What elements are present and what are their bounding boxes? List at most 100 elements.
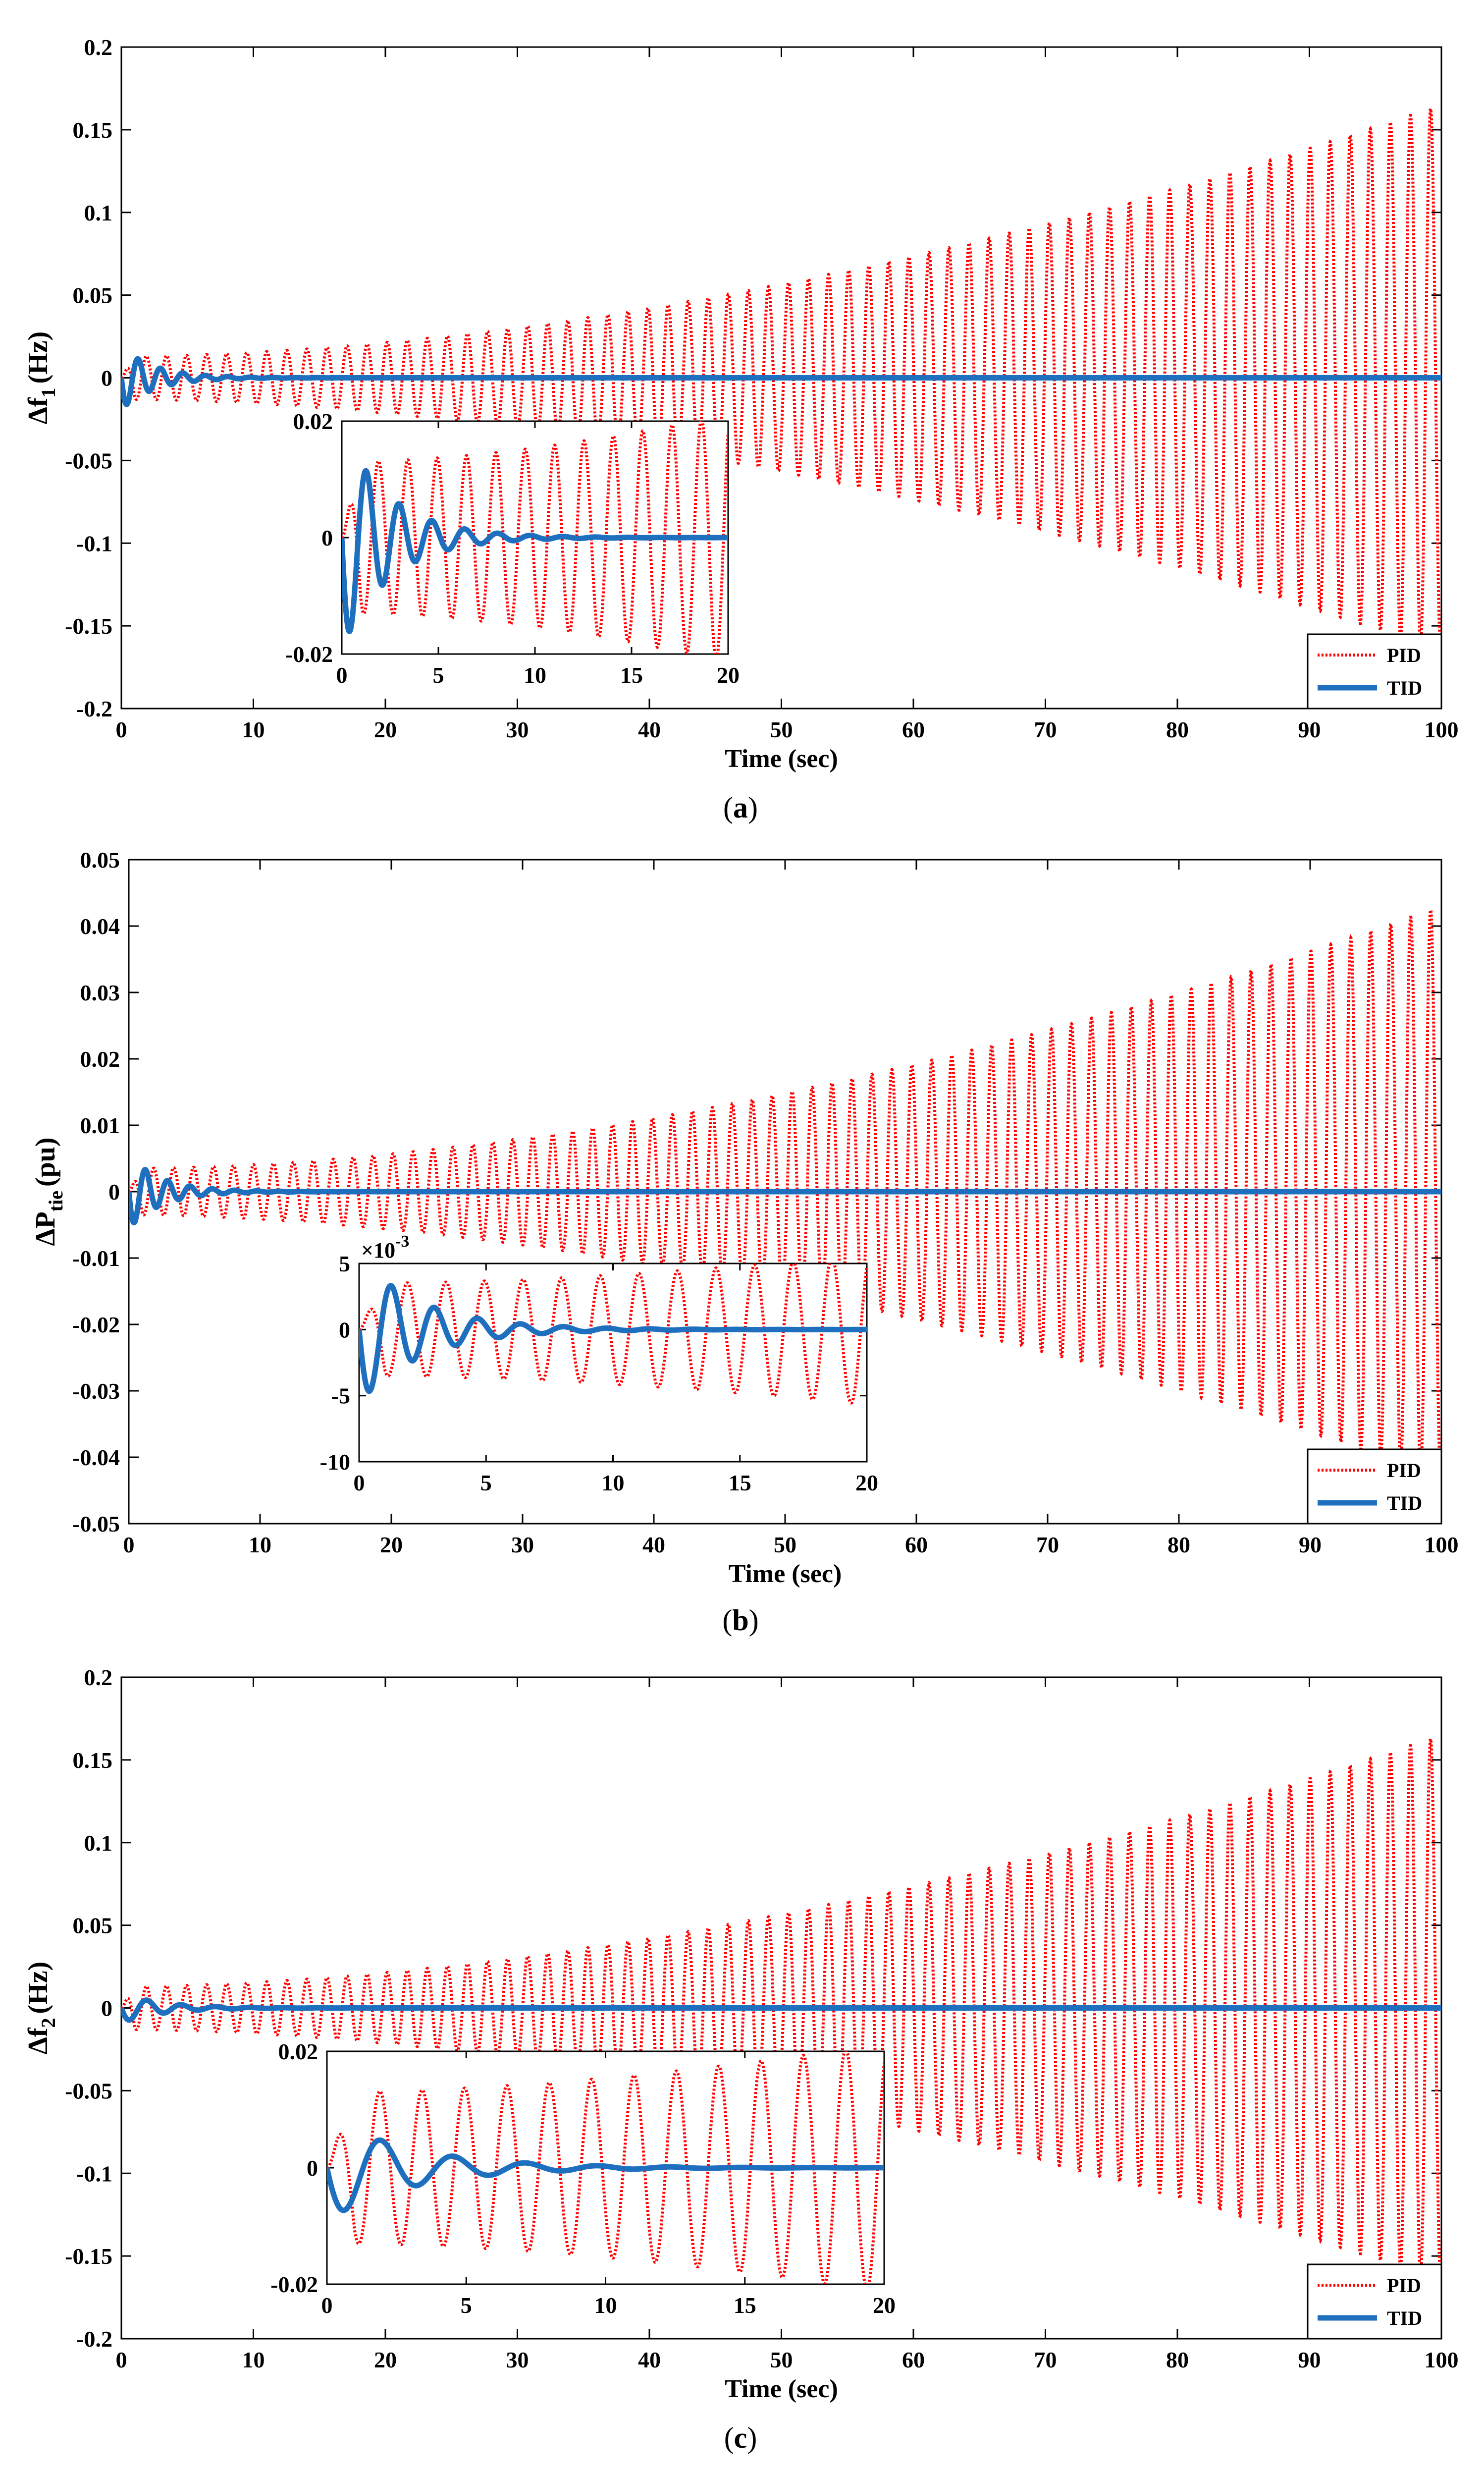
panel-a-y-tick-label: -0.2 (76, 696, 112, 721)
panel-b-inset-y-tick-label: 5 (339, 1251, 350, 1276)
panel-b-legend-pid-label: PID (1387, 1459, 1421, 1482)
panel-a-inset-series-tid-line (342, 468, 728, 634)
panel-a-x-tick-label: 0 (116, 717, 127, 742)
panel-a-y-tick-label: -0.05 (65, 448, 112, 473)
panel-a-x-tick-label: 70 (1034, 717, 1057, 742)
panel-c-inset-x-tick-label: 15 (734, 2293, 756, 2318)
panel-c-x-tick-label: 20 (374, 2347, 397, 2372)
panel-c-y-axis-label-unit: (Hz) (23, 1962, 53, 2014)
panel-a-inset-x-tick-label: 10 (524, 662, 546, 688)
panel-b-y-tick-label: 0 (108, 1179, 120, 1205)
panel-b-inset-axes: 0 5 10 15 20 -10 -5 0 5 (320, 1251, 878, 1495)
panel-b-x-tick-label: 10 (249, 1532, 271, 1557)
panel-a-y-axis-label-main: Δf (23, 397, 53, 424)
panel-a-x-axis-label: Time (sec) (725, 745, 838, 773)
panel-a-inset-y-tick-label: -0.02 (285, 642, 333, 667)
panel-a-y-tick-label: 0 (101, 366, 112, 391)
panel-c-legend: PID TID (1307, 2263, 1442, 2340)
panel-b-legend: PID TID (1307, 1448, 1442, 1525)
panel-b-series-tid-line (129, 1167, 1441, 1225)
panel-c-series-tid-line (121, 1997, 1441, 2023)
panel-b-x-tick-label: 100 (1425, 1532, 1459, 1557)
panel-c-y-tick-label: 0.1 (84, 1830, 113, 1856)
panel-c-x-tick-label: 80 (1166, 2347, 1189, 2372)
panel-a-y-axis-label-sub: 1 (37, 387, 59, 397)
panel-b-y-tick-label: -0.01 (72, 1246, 120, 1271)
panel-a-x-tick-label: 100 (1425, 717, 1459, 742)
panel-a-legend-pid-label: PID (1387, 644, 1421, 666)
panel-a-y-axis-label: Δf1 (Hz) (23, 331, 59, 424)
panel-c-inset-y-tick-label: 0 (307, 2155, 318, 2181)
panel-b-y-tick-label: -0.04 (72, 1445, 120, 1470)
panel-c-x-tick-label: 0 (116, 2347, 127, 2372)
panel-a-inset-y-tick-label: 0 (321, 525, 333, 550)
panel-b-y-tick-label: 0.03 (80, 980, 120, 1005)
panel-a-x-tick-label: 10 (242, 717, 265, 742)
panel-b-y-tick-label: -0.05 (72, 1511, 120, 1537)
panel-c-x-tick-label: 90 (1298, 2347, 1321, 2372)
panel-b-y-axis-label-unit: (pu) (30, 1137, 61, 1187)
panel-a-x-tick-label: 20 (374, 717, 397, 742)
panel-b-panel-label: (b) (722, 1604, 758, 1637)
panel-a-inset-x-tick-label: 20 (717, 662, 740, 688)
panel-a-series-tid-line (121, 356, 1441, 407)
panel-b-x-tick-label: 50 (774, 1532, 796, 1557)
panel-b-x-tick-label: 90 (1299, 1532, 1322, 1557)
panel-c-x-tick-label: 10 (242, 2347, 265, 2372)
panel-c-y-tick-label: 0.15 (73, 1748, 113, 1773)
panel-c-inset-y-tick-label: 0.02 (278, 2039, 318, 2064)
panel-a-legend-box (1307, 633, 1442, 710)
panel-b-y-axis-label-main: ΔP (30, 1211, 61, 1246)
panel-c-y-axis-label-sub: 2 (37, 2018, 59, 2028)
panel-c-y-axis-label-main: Δf (23, 2027, 53, 2054)
panel-b-x-tick-label: 30 (511, 1532, 534, 1557)
panel-a-x-tick-label: 80 (1166, 717, 1189, 742)
panel-a-y-tick-label: 0.15 (73, 117, 113, 143)
panel-b-y-axis-label: ΔPtie (pu) (30, 1137, 67, 1246)
panel-c-inset-series-pid-line (327, 2051, 884, 2284)
panel-b-inset-y-tick-label: 0 (339, 1317, 350, 1342)
panel-a-inset-series-pid-line (342, 421, 728, 654)
panel-a-legend-tid-label: TID (1387, 677, 1422, 699)
panel-c-legend-tid-label: TID (1387, 2307, 1422, 2329)
panel-b-y-tick-label: -0.03 (72, 1378, 120, 1404)
panel-b-y-axis-label-sub: tie (45, 1191, 67, 1211)
panel-a-series-pid-line (121, 106, 1441, 653)
panel-c-y-tick-label: -0.2 (76, 2326, 112, 2352)
panel-b-y-tick-label: 0.01 (80, 1113, 120, 1138)
panel-c-y-tick-label: 0.05 (73, 1913, 113, 1938)
panel-a-x-tick-label: 40 (638, 717, 661, 742)
panel-b-inset-series-tid-line (359, 1283, 867, 1394)
panel-c-inset-series-tid-line (327, 2137, 884, 2213)
panel-c-x-tick-label: 30 (506, 2347, 529, 2372)
panel-c-y-axis-label: Δf2 (Hz) (23, 1962, 59, 2054)
panel-a-y-tick-label: -0.15 (65, 613, 112, 639)
panel-a-x-tick-label: 60 (902, 717, 925, 742)
panel-a-inset-x-tick-label: 15 (620, 662, 643, 688)
panel-c-x-tick-label: 70 (1034, 2347, 1057, 2372)
panel-b-x-tick-label: 20 (380, 1532, 403, 1557)
panel-b-y-tick-label: 0.05 (80, 847, 120, 873)
panel-b-x-tick-label: 70 (1036, 1532, 1059, 1557)
panel-c-inset-y-tick-label: -0.02 (270, 2272, 318, 2297)
panel-c-y-tick-label: 0.2 (84, 1665, 113, 1690)
panel-b-inset-x-tick-label: 10 (602, 1470, 625, 1495)
panel-b-legend-tid-label: TID (1387, 1492, 1422, 1514)
panel-c-y-tick-label: -0.15 (65, 2244, 112, 2269)
panel-b-y-tick-label: 0.04 (80, 914, 120, 939)
panel-a-inset-x-tick-label: 5 (433, 662, 444, 688)
panel-b-inset-series-pid-line (359, 1263, 867, 1405)
panel-a-y-tick-label: 0.05 (73, 283, 113, 308)
panel-b-inset-y-tick-label: -5 (331, 1383, 350, 1409)
panel-a-axes: 0 10 20 30 40 50 60 70 80 90 100-0.2-0.15-0.1-0.05… (65, 35, 1458, 742)
panel-a-y-tick-label: 0.1 (84, 200, 113, 225)
panel-c-x-tick-label: 100 (1425, 2347, 1459, 2372)
panel-b-inset-y-tick-label: -10 (320, 1449, 350, 1475)
panel-c-legend-box (1307, 2263, 1442, 2340)
panel-b-x-tick-label: 40 (642, 1532, 665, 1557)
panel-b-y-tick-label: 0.02 (80, 1046, 120, 1072)
panel-b-series-pid-line (129, 907, 1441, 1480)
panel-b-y-tick-label: -0.02 (72, 1312, 120, 1337)
